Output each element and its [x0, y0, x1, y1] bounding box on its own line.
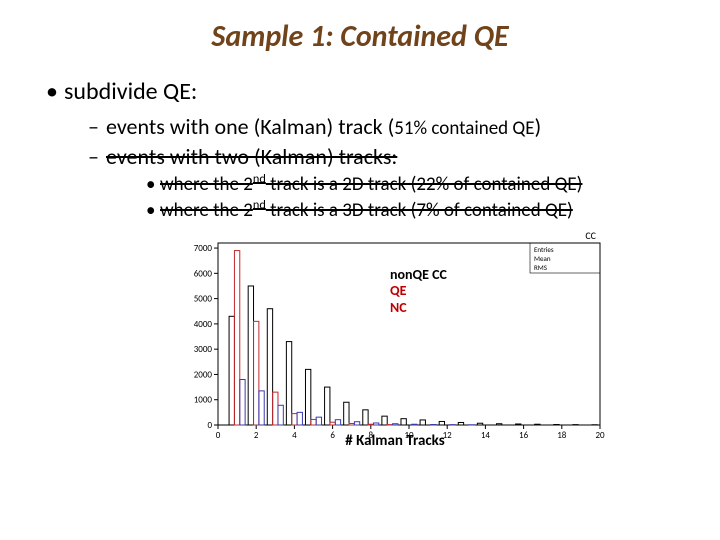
bullet-text-small: 51% contained QE — [394, 117, 534, 140]
svg-text:0: 0 — [207, 420, 212, 431]
chart-legend: nonQE CC QE NC — [390, 267, 447, 315]
bullet-text-pre: events with one (Kalman) track ( — [106, 113, 394, 140]
legend-qe: QE — [390, 283, 447, 299]
bullet-text: subdivide QE: — [64, 77, 197, 106]
svg-text:7000: 7000 — [194, 243, 213, 254]
kalman-tracks-chart: 0100020003000400050006000700002468101214… — [180, 225, 610, 450]
bullet-level2-a: –events with one (Kalman) track (51% con… — [88, 112, 680, 142]
svg-text:Entries: Entries — [534, 245, 554, 254]
sup: nd — [253, 171, 266, 186]
legend-nonqe-cc: nonQE CC — [390, 267, 447, 283]
svg-text:16: 16 — [519, 430, 529, 441]
txt: track is a 2D track (22% of contained QE… — [266, 173, 583, 196]
bullet-level3-b: •where the 2nd track is a 3D track (7% o… — [146, 197, 680, 223]
bullet-text-strike: where the 2nd track is a 2D track (22% o… — [160, 173, 582, 196]
txt: where the 2 — [160, 173, 253, 196]
bullet-dash: – — [88, 142, 106, 172]
svg-text:1000: 1000 — [194, 395, 213, 406]
svg-text:CC: CC — [585, 229, 596, 242]
svg-text:20: 20 — [595, 430, 605, 441]
svg-text:2: 2 — [254, 430, 259, 441]
bullet-dot: • — [46, 77, 64, 106]
bullet-level3-a: •where the 2nd track is a 2D track (22% … — [146, 171, 680, 197]
svg-text:5000: 5000 — [194, 294, 213, 305]
svg-text:0: 0 — [216, 430, 221, 441]
svg-text:Mean: Mean — [534, 254, 551, 263]
svg-text:RMS: RMS — [534, 263, 547, 272]
svg-text:3000: 3000 — [194, 344, 213, 355]
bullet-text-strike: where the 2nd track is a 3D track (7% of… — [160, 199, 573, 222]
legend-nc: NC — [390, 300, 447, 316]
sup: nd — [253, 197, 266, 212]
slide: Sample 1: Contained QE •subdivide QE: –e… — [0, 0, 720, 540]
svg-text:4000: 4000 — [194, 319, 213, 330]
svg-text:6: 6 — [330, 430, 335, 441]
bullet-text-strike: events with two (Kalman) tracks: — [106, 143, 397, 170]
slide-title: Sample 1: Contained QE — [40, 18, 680, 55]
bullet-level1: •subdivide QE: — [46, 77, 680, 106]
svg-text:14: 14 — [481, 430, 491, 441]
svg-text:4: 4 — [292, 430, 297, 441]
bullet-text-post: ) — [535, 113, 542, 140]
bullet-dash: – — [88, 112, 106, 142]
chart-xlabel: # Kalman Tracks — [345, 432, 444, 450]
bullet-dot-small: • — [146, 198, 160, 224]
svg-text:6000: 6000 — [194, 269, 213, 280]
svg-text:2000: 2000 — [194, 370, 213, 381]
txt: where the 2 — [160, 199, 253, 222]
svg-text:18: 18 — [557, 430, 567, 441]
chart-container: 0100020003000400050006000700002468101214… — [180, 225, 610, 450]
txt: track is a 3D track (7% of contained QE) — [266, 199, 573, 222]
bullet-level2-b: –events with two (Kalman) tracks: — [88, 142, 680, 172]
bullet-dot-small: • — [146, 172, 160, 198]
